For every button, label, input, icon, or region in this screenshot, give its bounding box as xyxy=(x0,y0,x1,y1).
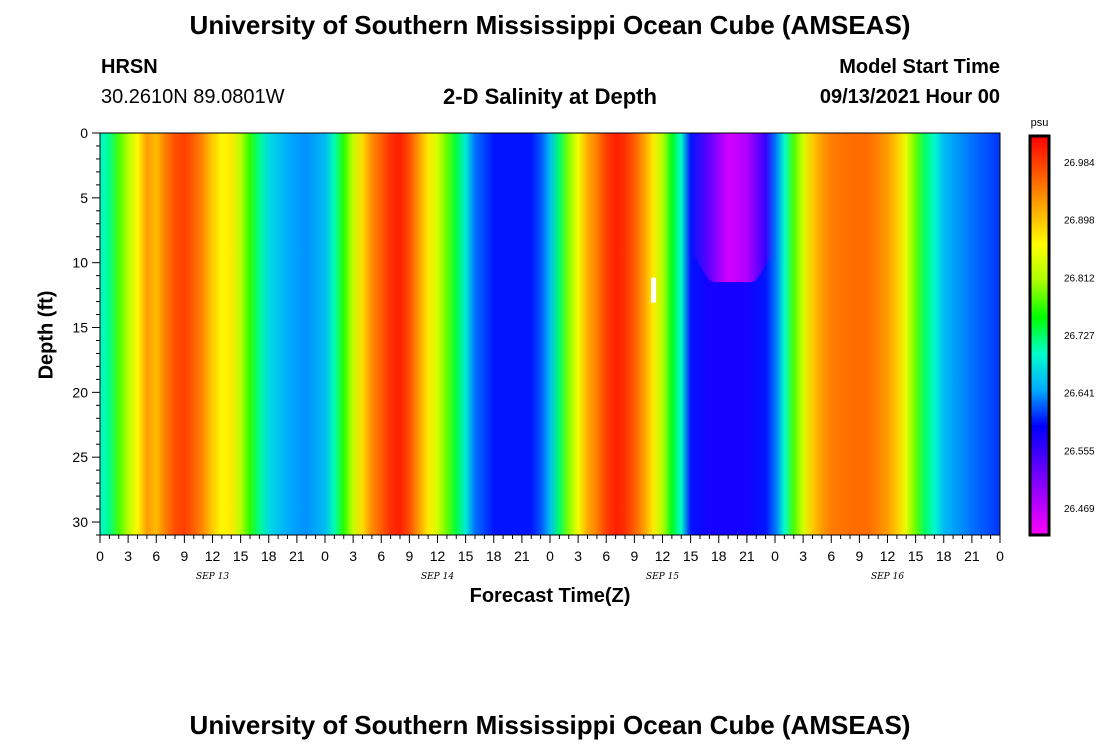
x-tick-label: 15 xyxy=(233,548,249,564)
x-axis: 0 3 6 9 12 15 18 21 0 3 6 9 12 15 18 21 0 3 6 9 12 15 18 21 0 3 6 9… xyxy=(96,535,1004,582)
y-tick-label: 15 xyxy=(72,320,88,336)
colorbar-scale xyxy=(1028,134,1051,537)
x-tick-label: 15 xyxy=(683,548,699,564)
date-label: SEP 13 xyxy=(196,572,229,582)
x-tick-label: 15 xyxy=(458,548,474,564)
model-start-label: Model Start Time xyxy=(839,56,1000,78)
station-name: HRSN xyxy=(101,56,158,78)
plot-title: 2-D Salinity at Depth xyxy=(443,84,657,109)
y-tick-label: 10 xyxy=(72,255,88,271)
x-tick-label: 3 xyxy=(574,548,582,564)
x-tick-label: 0 xyxy=(96,548,104,564)
x-tick-label: 0 xyxy=(771,548,779,564)
x-tick-label: 15 xyxy=(908,548,924,564)
x-tick-label: 18 xyxy=(486,548,502,564)
date-label: SEP 16 xyxy=(871,572,904,582)
y-tick-label: 0 xyxy=(80,125,88,141)
x-tick-label: 0 xyxy=(996,548,1004,564)
x-tick-label: 21 xyxy=(514,548,530,564)
x-tick-label: 12 xyxy=(430,548,446,564)
colorbar-unit: psu xyxy=(1031,117,1049,129)
x-tick-label: 12 xyxy=(205,548,221,564)
colorbar-tick-label: 26.898 xyxy=(1064,216,1095,227)
y-tick-label: 25 xyxy=(72,449,88,465)
colorbar-tick-label: 26.984 xyxy=(1064,158,1095,169)
date-label: SEP 14 xyxy=(421,572,454,582)
x-tick-label: 12 xyxy=(655,548,671,564)
y-tick-label: 5 xyxy=(80,190,88,206)
station-coordinates: 30.2610N 89.0801W xyxy=(101,86,285,108)
x-tick-label: 3 xyxy=(124,548,132,564)
x-tick-label: 12 xyxy=(880,548,896,564)
colorbar-tick-label: 26.555 xyxy=(1064,446,1095,457)
x-tick-label: 9 xyxy=(405,548,413,564)
x-tick-label: 21 xyxy=(739,548,755,564)
y-tick-label: 30 xyxy=(72,514,88,530)
x-tick-label: 9 xyxy=(855,548,863,564)
y-axis: 0 5 10 15 20 25 30 xyxy=(72,125,100,536)
x-tick-label: 21 xyxy=(289,548,305,564)
x-tick-label: 3 xyxy=(349,548,357,564)
footer-title: University of Southern Mississippi Ocean… xyxy=(189,710,911,740)
x-tick-label: 0 xyxy=(546,548,554,564)
deep-water-layer xyxy=(690,256,775,535)
x-tick-label: 9 xyxy=(630,548,638,564)
colorbar-tick-label: 26.812 xyxy=(1064,273,1095,284)
x-tick-label: 9 xyxy=(180,548,188,564)
x-tick-label: 3 xyxy=(799,548,807,564)
x-tick-label: 6 xyxy=(827,548,835,564)
x-tick-label: 6 xyxy=(377,548,385,564)
colorbar-tick-label: 26.727 xyxy=(1064,331,1095,342)
colorbar: psu 26.984 26.898 26.812 26.727 26.641 26.555 2… xyxy=(1028,117,1095,537)
x-tick-label: 6 xyxy=(602,548,610,564)
x-tick-label: 6 xyxy=(152,548,160,564)
salinity-field xyxy=(100,133,1000,535)
heatmap-area xyxy=(100,133,1000,535)
page-title: University of Southern Mississippi Ocean… xyxy=(189,10,911,40)
y-axis-title: Depth (ft) xyxy=(35,290,58,380)
x-tick-label: 21 xyxy=(964,548,980,564)
x-tick-label: 18 xyxy=(711,548,727,564)
colorbar-tick-label: 26.641 xyxy=(1064,389,1095,400)
date-label: SEP 15 xyxy=(646,572,679,582)
cursor-marker xyxy=(651,277,657,303)
x-tick-label: 0 xyxy=(321,548,329,564)
y-tick-label: 20 xyxy=(72,384,88,400)
x-tick-label: 18 xyxy=(936,548,952,564)
model-start-value: 09/13/2021 Hour 00 xyxy=(819,86,1000,108)
x-tick-label: 18 xyxy=(261,548,277,564)
colorbar-tick-label: 26.469 xyxy=(1064,504,1095,515)
x-axis-title: Forecast Time(Z) xyxy=(469,585,631,607)
